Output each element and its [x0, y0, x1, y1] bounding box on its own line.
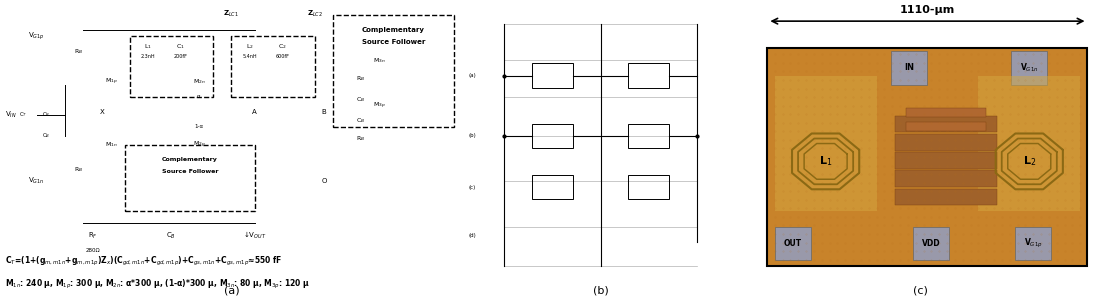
- Text: (c): (c): [912, 286, 928, 296]
- Text: V$_{G1n}$: V$_{G1n}$: [1020, 62, 1038, 74]
- Bar: [1012, 51, 1047, 85]
- Text: R$_F$: R$_F$: [88, 230, 97, 241]
- Text: R$_B$: R$_B$: [356, 134, 366, 143]
- Text: L$_2$: L$_2$: [246, 42, 253, 51]
- Bar: [775, 226, 811, 260]
- Text: 2.3nH: 2.3nH: [141, 54, 155, 59]
- Text: α: α: [197, 94, 201, 99]
- Text: IN: IN: [905, 63, 915, 72]
- Bar: [912, 226, 949, 260]
- Text: 600fF: 600fF: [276, 54, 289, 59]
- Text: R$_B$: R$_B$: [356, 74, 366, 83]
- Bar: [895, 134, 996, 150]
- Text: L$_2$: L$_2$: [1023, 155, 1036, 168]
- Text: C$_B$: C$_B$: [166, 230, 176, 241]
- FancyBboxPatch shape: [125, 145, 255, 211]
- Text: V$_{G1n}$: V$_{G1n}$: [28, 176, 44, 186]
- Text: Source Follower: Source Follower: [361, 39, 425, 45]
- Text: C$_1$: C$_1$: [176, 42, 185, 51]
- Text: VDD: VDD: [921, 239, 940, 248]
- Text: Z$_{LC1}$: Z$_{LC1}$: [224, 9, 239, 19]
- Text: (a): (a): [468, 73, 476, 78]
- Text: Source Follower: Source Follower: [162, 169, 218, 174]
- Text: M$_{2n}$: M$_{2n}$: [193, 77, 205, 86]
- Text: V$_{G1p}$: V$_{G1p}$: [1024, 236, 1042, 250]
- Text: L$_1$: L$_1$: [144, 42, 152, 51]
- Text: M$_{3p}$: M$_{3p}$: [374, 101, 386, 111]
- Bar: [775, 76, 876, 211]
- Text: Complementary: Complementary: [162, 157, 218, 162]
- Text: OUT: OUT: [784, 239, 802, 248]
- Text: M$_{3n}$: M$_{3n}$: [374, 56, 386, 65]
- Text: L$_1$: L$_1$: [819, 155, 832, 168]
- Bar: [895, 152, 996, 169]
- Text: (a): (a): [224, 286, 239, 296]
- Text: 1-α: 1-α: [194, 124, 204, 129]
- Text: M$_{1p}$: M$_{1p}$: [105, 76, 118, 87]
- Text: C$_2$: C$_2$: [278, 42, 287, 51]
- Bar: [231, 36, 315, 97]
- Text: X: X: [99, 109, 105, 115]
- Bar: [906, 122, 985, 131]
- Text: R$_B$: R$_B$: [74, 47, 84, 56]
- Bar: [130, 36, 213, 97]
- Bar: [979, 76, 1080, 211]
- Bar: [628, 63, 669, 88]
- Bar: [531, 124, 573, 148]
- Text: (c): (c): [468, 185, 476, 190]
- Bar: [531, 63, 573, 88]
- Bar: [895, 116, 996, 132]
- Text: M$_{1n}$: M$_{1n}$: [105, 140, 118, 149]
- Text: V$_{IN}$: V$_{IN}$: [4, 110, 17, 120]
- Text: M$_{1n}$: 240 μ, M$_{1p}$: 300 μ, M$_{2n}$: α*300 μ, (1-α)*300 μ, M$_{3n}$: 80 μ: M$_{1n}$: 240 μ, M$_{1p}$: 300 μ, M$_{2n…: [4, 278, 310, 291]
- Text: 200fF: 200fF: [174, 54, 187, 59]
- Text: C$_B$: C$_B$: [356, 95, 366, 104]
- Text: C$_T$: C$_T$: [19, 110, 28, 119]
- Text: C$_B$: C$_B$: [42, 131, 51, 140]
- Text: (b): (b): [593, 286, 608, 296]
- Text: Complementary: Complementary: [361, 27, 425, 33]
- Text: (b): (b): [468, 133, 476, 138]
- Text: C$_T$=(1+(g$_{m,m1n}$+g$_{m,m1p}$)Z$_x$)(C$_{gd,m1n}$+C$_{gd,m1p}$)+C$_{gs,m1n}$: C$_T$=(1+(g$_{m,m1n}$+g$_{m,m1p}$)Z$_x$)…: [4, 255, 282, 268]
- Bar: [531, 175, 573, 199]
- Bar: [895, 170, 996, 187]
- Text: (d): (d): [468, 233, 476, 238]
- Text: V$_{G1p}$: V$_{G1p}$: [28, 31, 44, 42]
- Bar: [628, 124, 669, 148]
- FancyBboxPatch shape: [333, 15, 454, 127]
- Bar: [906, 108, 985, 117]
- Text: Z$_{LC2}$: Z$_{LC2}$: [306, 9, 323, 19]
- Text: 1110-μm: 1110-μm: [900, 5, 955, 15]
- Bar: [628, 175, 669, 199]
- Text: O: O: [322, 178, 326, 184]
- Text: 280Ω: 280Ω: [85, 248, 100, 253]
- Text: M$_{2p}$: M$_{2p}$: [193, 140, 205, 150]
- Text: R$_B$: R$_B$: [74, 165, 84, 174]
- Bar: [767, 48, 1088, 266]
- Text: 5.4nH: 5.4nH: [242, 54, 257, 59]
- Bar: [892, 51, 928, 85]
- Text: ↓V$_{OUT}$: ↓V$_{OUT}$: [242, 230, 267, 241]
- Text: C$_B$: C$_B$: [42, 110, 51, 119]
- Bar: [1015, 226, 1051, 260]
- Text: A: A: [252, 109, 257, 115]
- Text: B: B: [322, 109, 326, 115]
- Bar: [895, 189, 996, 205]
- Text: C$_B$: C$_B$: [356, 116, 366, 125]
